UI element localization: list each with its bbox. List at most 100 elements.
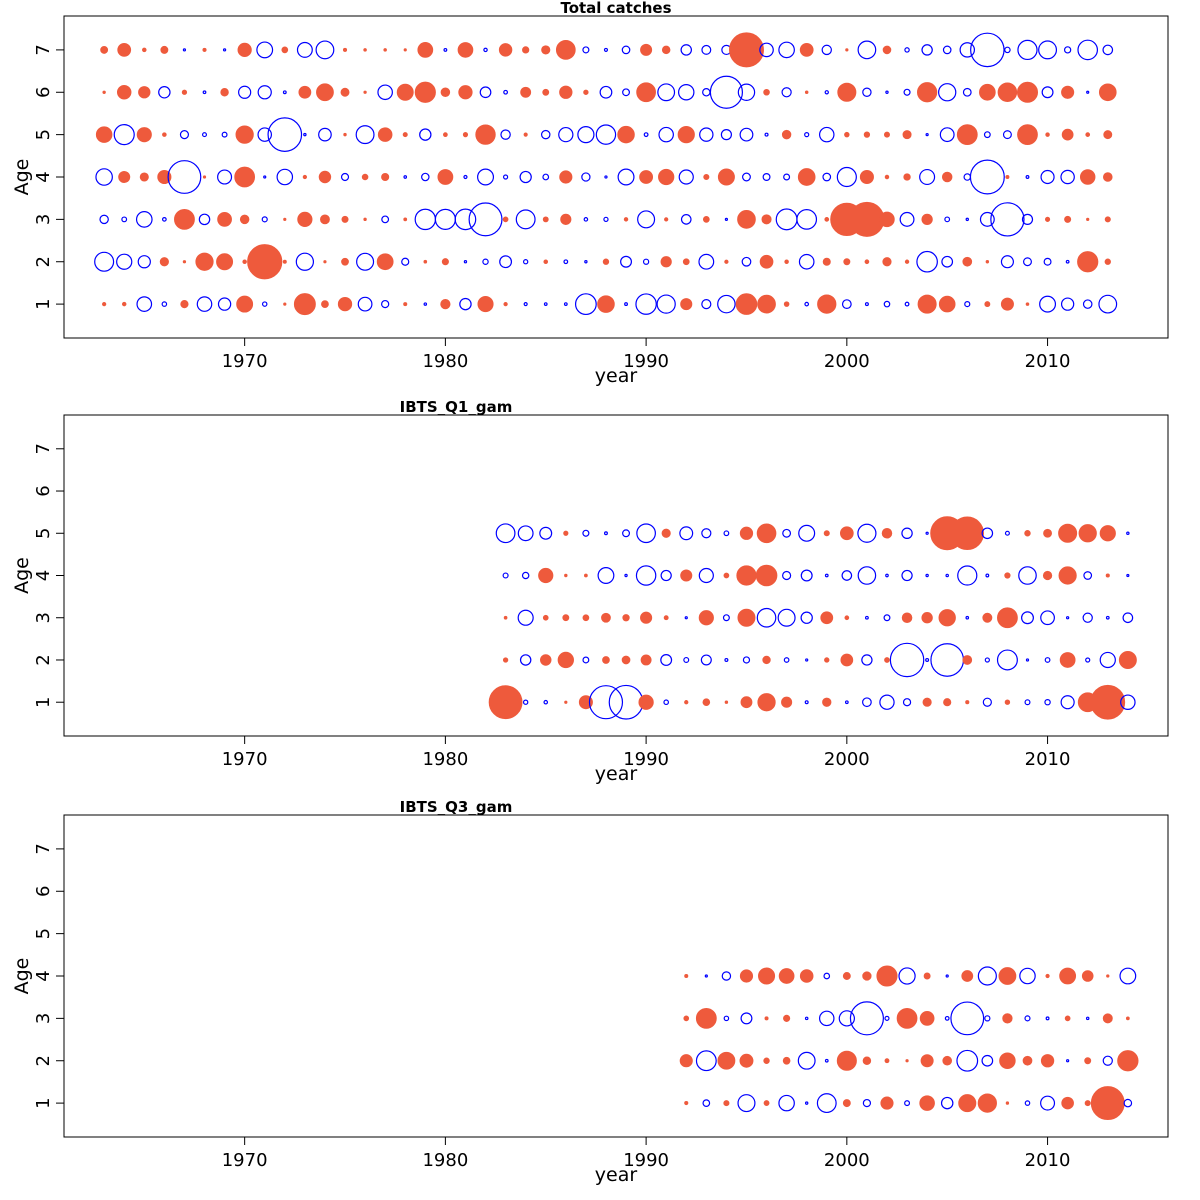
bubble-2006-age-1-positive (965, 700, 970, 705)
bubble-2004-age-3-positive (919, 1011, 935, 1026)
bubble-2013-age-3-positive (1104, 216, 1111, 223)
bubble-1985-age-4-positive (538, 567, 554, 584)
bubble-1985-age-1-negative (543, 302, 548, 306)
bubble-1988-age-2-positive (602, 258, 610, 265)
chart-title: IBTS_Q1_gam (400, 398, 513, 416)
bubble-1975-age-3-positive (341, 215, 349, 223)
bubble-2008-age-3-positive (997, 607, 1018, 629)
x-tick-label: 1980 (422, 749, 468, 770)
bubble-2009-age-4-negative (1025, 175, 1030, 179)
bubble-2012-age-2-positive (1077, 251, 1099, 273)
chart-title: Total catches (560, 0, 671, 17)
bubble-2007-age-4-negative (969, 159, 1005, 195)
bubble-2004-age-4-negative (925, 573, 929, 578)
bubble-1988-age-3-negative (603, 216, 609, 223)
bubble-2001-age-7-negative (857, 40, 877, 60)
bubble-1995-age-5-negative (739, 127, 754, 142)
bubble-1979-age-4-negative (421, 172, 430, 182)
bubble-1991-age-4-negative (660, 569, 672, 582)
bubble-2013-age-1-positive (1090, 1086, 1125, 1121)
bubble-2010-age-1-negative (1039, 295, 1057, 313)
bubble-1971-age-6-negative (257, 85, 272, 100)
bubble-2002-age-6-negative (885, 90, 889, 94)
bubble-1987-age-4-negative (581, 172, 591, 182)
bubble-1967-age-5-negative (179, 130, 190, 140)
bubble-1994-age-2-positive (724, 259, 729, 264)
bubble-1995-age-4-negative (742, 172, 751, 182)
y-tick-label: 4 (33, 570, 54, 581)
bubble-1983-age-5-negative (495, 523, 516, 544)
bubble-2002-age-5-positive (883, 131, 890, 138)
bubble-2014-age-2-positive (1117, 1050, 1139, 1072)
bubble-1984-age-3-negative (515, 209, 536, 230)
y-tick-label: 2 (33, 1055, 54, 1066)
bubble-2011-age-3-positive (1064, 1015, 1071, 1022)
bubble-layer (94, 32, 1118, 316)
bubble-1993-age-4-negative (698, 567, 714, 584)
bubble-2004-age-5-negative (925, 531, 929, 535)
bubble-1985-age-1-negative (543, 699, 549, 705)
bubble-1977-age-6-negative (377, 84, 393, 101)
bubble-1988-age-4-negative (597, 567, 615, 584)
bubble-1983-age-7-positive (498, 43, 513, 57)
bubble-1981-age-7-positive (457, 42, 474, 58)
bubble-1993-age-4-positive (703, 173, 710, 181)
bubble-1999-age-4-negative (823, 972, 831, 980)
bubble-1994-age-5-negative (723, 530, 730, 537)
bubble-1997-age-1-positive (783, 301, 790, 307)
bubble-1993-age-2-negative (695, 1050, 717, 1072)
bubble-1976-age-2-negative (356, 252, 375, 271)
bubble-1977-age-2-positive (376, 253, 394, 271)
bubble-1995-age-3-positive (737, 210, 756, 229)
bubble-2006-age-2-positive (962, 256, 973, 267)
x-tick-label: 2000 (824, 749, 870, 770)
bubble-2004-age-3-positive (921, 612, 933, 624)
bubble-1995-age-4-positive (739, 969, 754, 983)
bubble-2007-age-7-negative (970, 32, 1005, 68)
bubble-1972-age-2-positive (282, 259, 287, 264)
bubble-2013-age-7-negative (1102, 44, 1114, 56)
bubble-1988-age-2-positive (602, 656, 610, 664)
bubble-1994-age-4-positive (723, 572, 730, 579)
bubble-1966-age-6-negative (158, 86, 171, 99)
y-tick-label: 3 (33, 1013, 54, 1024)
bubble-1989-age-6-negative (622, 88, 630, 97)
bubble-1986-age-3-positive (560, 213, 572, 225)
bubble-1988-age-3-positive (601, 612, 611, 623)
bubble-2004-age-3-positive (921, 213, 933, 226)
bubble-2001-age-4-positive (862, 971, 872, 981)
bubble-2004-age-6-positive (917, 82, 938, 103)
bubble-1968-age-1-negative (196, 296, 213, 312)
bubble-1980-age-3-negative (434, 208, 456, 230)
bubble-2008-age-1-positive (1004, 699, 1011, 705)
bubble-2010-age-7-negative (1038, 40, 1058, 60)
bubble-2007-age-5-negative (981, 527, 994, 540)
bubble-1988-age-1-positive (597, 295, 615, 313)
y-tick-label: 2 (33, 654, 54, 665)
bubble-1982-age-6-negative (479, 86, 492, 99)
bubble-2005-age-6-negative (938, 83, 957, 102)
bubble-2003-age-2-positive (904, 259, 910, 264)
bubble-2003-age-3-positive (901, 612, 913, 624)
bubble-2003-age-4-negative (901, 569, 913, 582)
bubble-2000-age-2-positive (836, 1050, 857, 1071)
bubble-2006-age-4-negative (963, 173, 972, 181)
bubble-2013-age-5-positive (1099, 525, 1116, 542)
bubble-1974-age-6-positive (316, 83, 334, 102)
bubble-1964-age-5-negative (113, 124, 135, 146)
bubble-2011-age-7-negative (1063, 46, 1072, 54)
y-tick-label: 7 (33, 443, 54, 454)
bubble-1974-age-4-positive (318, 170, 332, 184)
bubble-1983-age-3-positive (502, 216, 509, 223)
x-tick-label: 1990 (623, 1150, 669, 1171)
bubble-1986-age-4-positive (564, 573, 568, 578)
bubble-2008-age-5-negative (1004, 530, 1010, 536)
bubble-2014-age-2-positive (1118, 650, 1137, 669)
bubble-1997-age-4-negative (782, 570, 792, 581)
bubble-1992-age-6-negative (678, 84, 695, 101)
bubble-1963-age-5-positive (95, 126, 113, 143)
bubble-1990-age-5-negative (636, 523, 656, 544)
bubble-1988-age-6-negative (599, 85, 613, 99)
bubble-2010-age-4-positive (1042, 570, 1053, 581)
bubble-2000-age-2-positive (840, 653, 854, 667)
